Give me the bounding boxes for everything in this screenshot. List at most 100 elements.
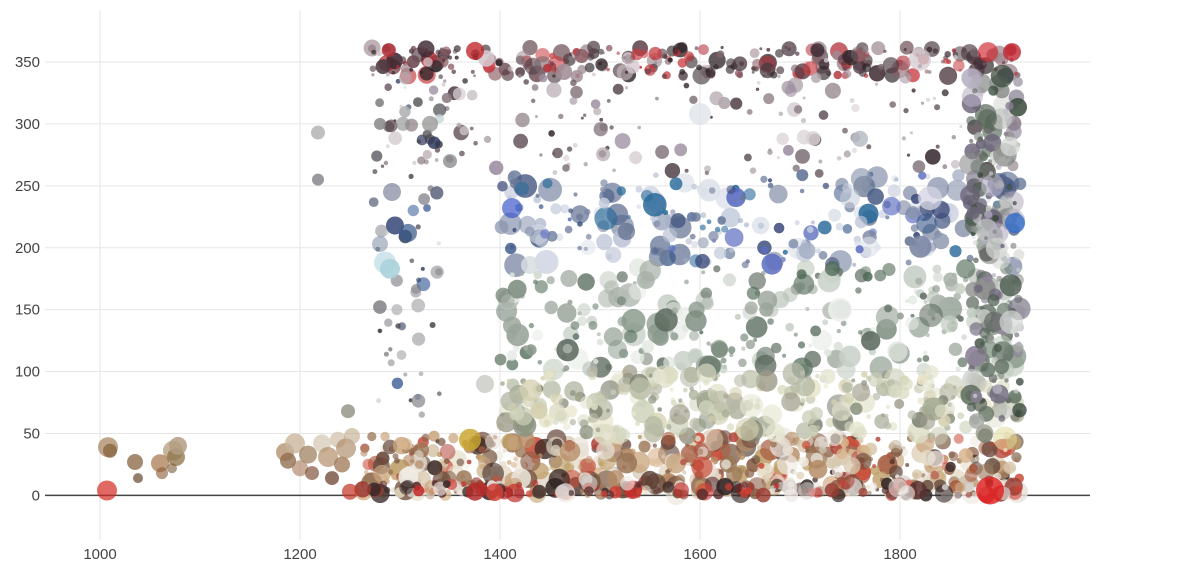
data-point	[1005, 101, 1014, 111]
data-point	[932, 264, 942, 274]
data-point	[563, 154, 570, 162]
data-point	[539, 73, 548, 83]
data-point	[371, 73, 375, 77]
data-point	[741, 261, 749, 269]
data-point	[568, 490, 575, 496]
data-point	[411, 394, 426, 408]
data-point	[871, 41, 886, 56]
data-point	[888, 384, 902, 399]
data-point	[694, 435, 701, 442]
data-point	[944, 51, 951, 58]
data-point	[904, 299, 910, 304]
data-point	[97, 480, 117, 501]
data-point	[617, 222, 636, 241]
data-point	[878, 63, 885, 70]
data-point	[961, 85, 984, 107]
data-point	[685, 310, 707, 332]
data-point	[469, 126, 474, 131]
data-point	[992, 215, 999, 222]
data-point	[1006, 183, 1013, 191]
data-point	[391, 304, 403, 316]
data-point	[882, 196, 901, 216]
data-point	[795, 51, 800, 56]
data-point	[905, 463, 910, 467]
data-point	[717, 216, 726, 225]
data-point	[606, 99, 611, 103]
data-point	[577, 273, 595, 291]
data-point	[932, 285, 940, 293]
data-point	[776, 66, 785, 75]
y-tick-label: 350	[15, 54, 40, 71]
data-point	[697, 237, 709, 249]
data-point	[889, 101, 896, 108]
data-point	[977, 428, 993, 444]
data-point	[383, 351, 389, 357]
data-point	[925, 333, 930, 338]
data-point	[388, 131, 403, 145]
data-point	[976, 476, 1004, 505]
data-point	[556, 63, 573, 80]
data-point	[560, 270, 578, 287]
data-point	[833, 341, 843, 351]
data-point	[591, 403, 598, 411]
data-point	[912, 160, 926, 173]
data-point	[372, 236, 388, 252]
data-point	[1003, 461, 1017, 475]
data-point	[569, 418, 576, 426]
data-point	[828, 297, 852, 322]
data-point	[683, 51, 694, 62]
data-point	[399, 441, 408, 450]
data-point	[788, 238, 799, 249]
data-point	[665, 424, 672, 430]
data-point	[539, 153, 543, 157]
data-point	[840, 320, 847, 327]
data-point	[734, 374, 747, 388]
data-point	[426, 444, 440, 458]
data-point	[709, 91, 724, 106]
data-point	[684, 279, 689, 285]
data-point	[570, 321, 580, 330]
data-point	[676, 361, 686, 371]
data-point	[629, 377, 652, 400]
data-point	[585, 455, 593, 464]
data-point	[603, 327, 623, 347]
data-point	[756, 370, 778, 392]
data-point	[616, 186, 626, 196]
data-point	[382, 473, 388, 480]
data-point	[596, 233, 613, 251]
data-point	[1004, 378, 1009, 383]
data-point	[448, 433, 459, 444]
data-point	[822, 319, 829, 326]
data-point	[938, 414, 951, 428]
data-point	[806, 424, 819, 437]
data-point	[577, 316, 588, 327]
data-point	[325, 471, 339, 486]
data-point	[729, 353, 734, 357]
data-point	[584, 486, 594, 497]
data-point	[699, 224, 706, 231]
data-point	[617, 377, 633, 393]
data-point	[688, 330, 700, 341]
data-point	[292, 460, 308, 477]
data-point	[875, 305, 900, 329]
data-point	[901, 136, 907, 141]
data-point	[285, 433, 305, 454]
data-point	[726, 185, 736, 195]
data-point	[852, 130, 868, 147]
data-point	[535, 193, 540, 198]
data-point	[412, 160, 417, 165]
data-point	[376, 451, 390, 465]
data-point	[1013, 71, 1018, 76]
data-point	[672, 48, 679, 55]
data-point	[835, 92, 839, 96]
data-point	[616, 452, 638, 474]
data-point	[568, 208, 573, 214]
data-point	[513, 133, 528, 149]
data-point	[552, 170, 558, 175]
data-point	[399, 481, 413, 495]
data-point	[1005, 213, 1025, 233]
data-point	[380, 164, 385, 168]
data-point	[618, 348, 629, 359]
data-point	[334, 456, 350, 473]
data-point	[375, 59, 391, 74]
